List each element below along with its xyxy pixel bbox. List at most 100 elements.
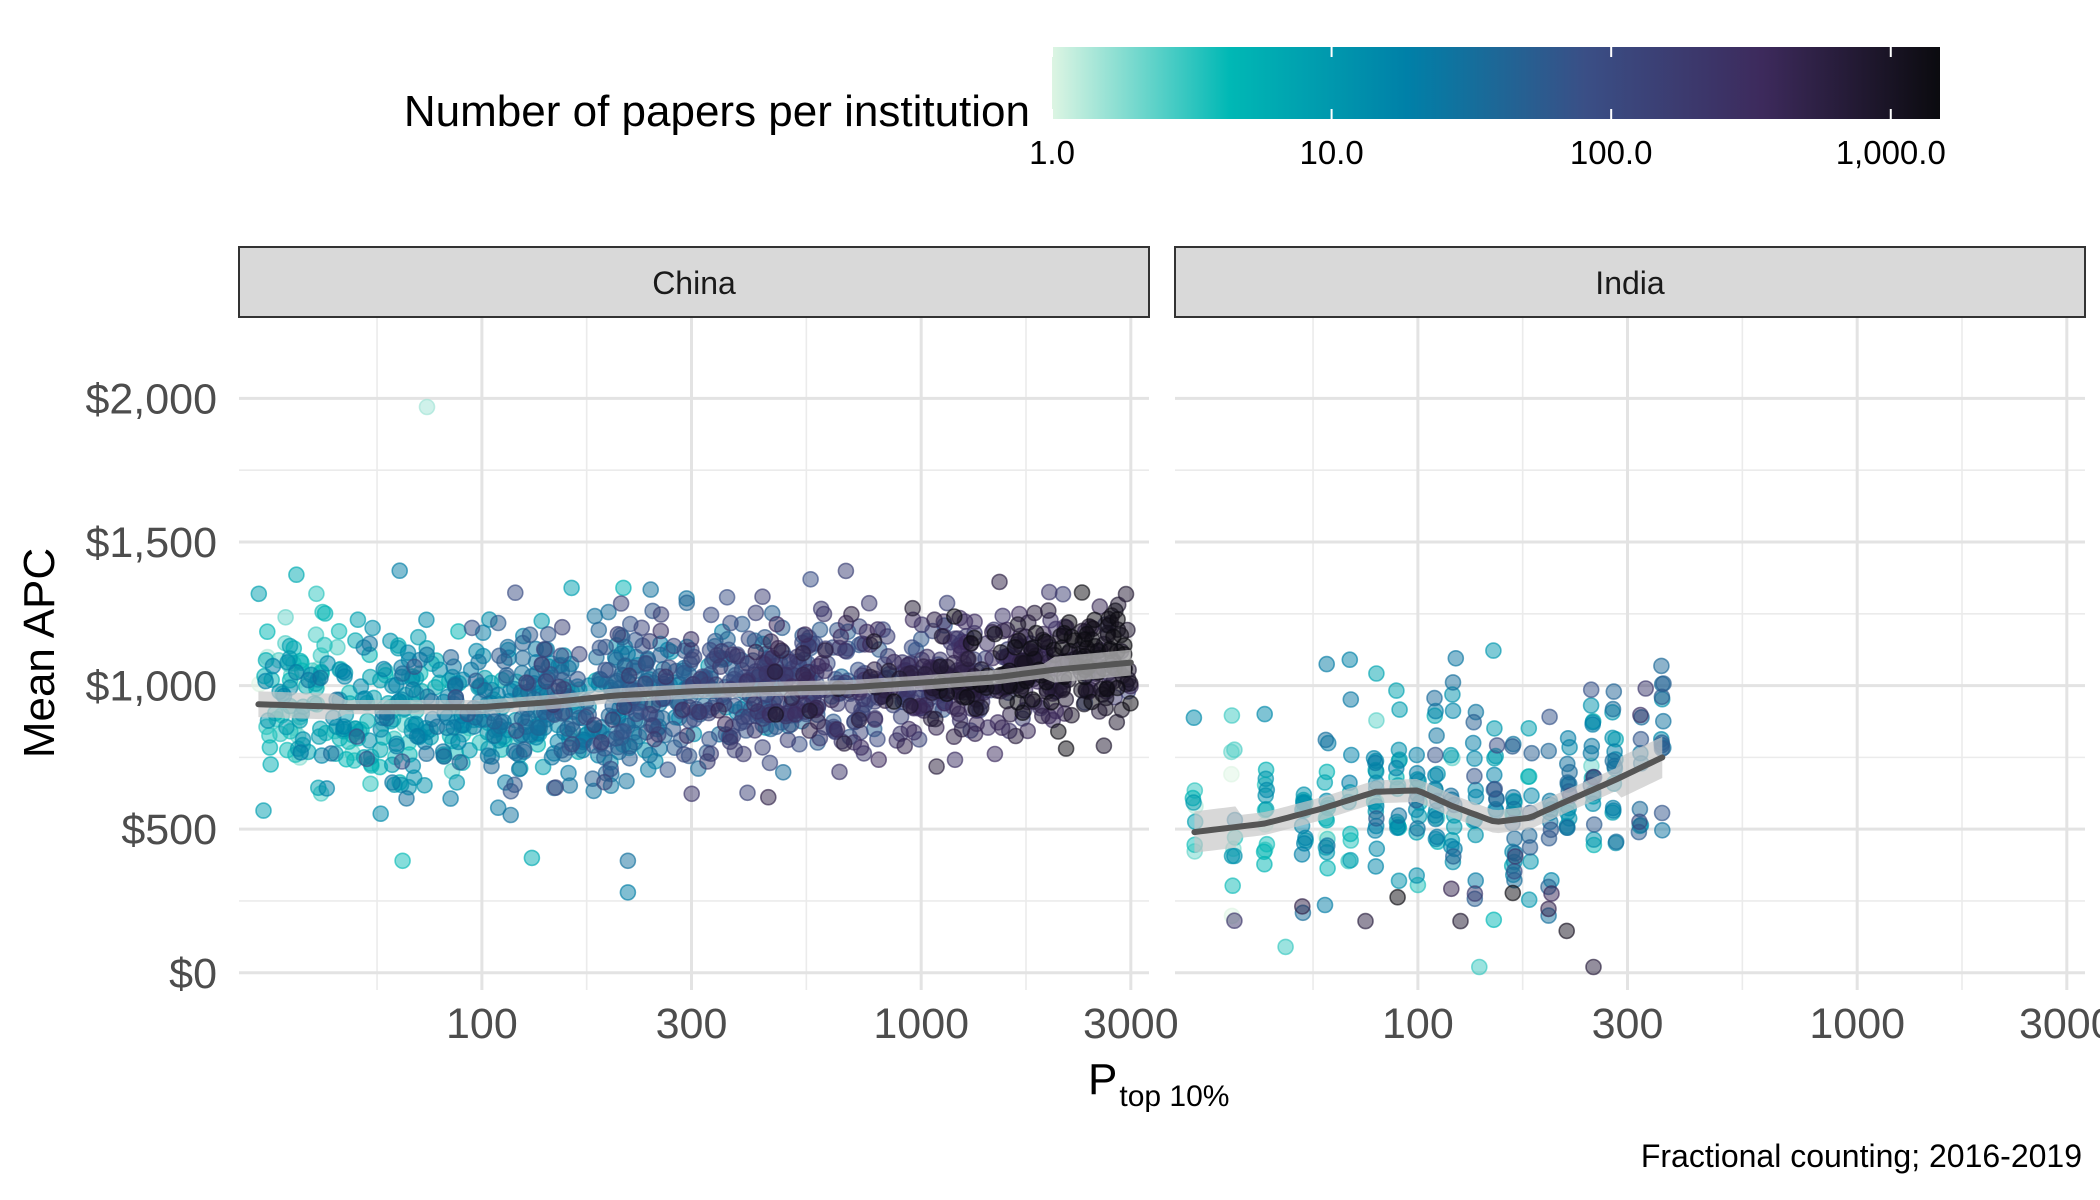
data-point bbox=[322, 745, 340, 762]
data-point bbox=[781, 653, 798, 671]
data-point bbox=[1543, 885, 1560, 902]
data-point bbox=[597, 661, 614, 679]
data-point bbox=[657, 668, 675, 686]
data-point bbox=[675, 746, 693, 763]
data-point bbox=[683, 785, 701, 803]
data-point bbox=[796, 626, 814, 643]
legend-tick-label: 100.0 bbox=[1570, 134, 1653, 171]
data-point bbox=[1006, 638, 1024, 656]
data-point bbox=[507, 722, 525, 740]
panel-india bbox=[1175, 318, 2085, 990]
data-point bbox=[646, 730, 663, 748]
data-point bbox=[490, 647, 508, 665]
data-point bbox=[569, 670, 587, 688]
data-point bbox=[721, 733, 739, 751]
data-point bbox=[809, 713, 827, 730]
data-point bbox=[1226, 847, 1243, 865]
data-point bbox=[1342, 691, 1360, 708]
data-point bbox=[1653, 804, 1671, 822]
y-tick-label: $1,000 bbox=[85, 663, 217, 711]
legend-tick-label: 10.0 bbox=[1299, 134, 1363, 171]
data-point bbox=[570, 645, 588, 663]
y-axis-ticks: $0 $500 $1,000 $1,500 $2,000 bbox=[85, 375, 217, 997]
data-point bbox=[993, 719, 1011, 737]
data-point bbox=[1631, 813, 1648, 831]
data-point bbox=[264, 657, 282, 675]
data-point bbox=[1226, 912, 1243, 930]
data-point bbox=[678, 727, 696, 745]
data-point bbox=[1316, 896, 1334, 914]
data-point bbox=[678, 594, 696, 612]
data-point bbox=[1605, 683, 1623, 700]
data-point bbox=[1057, 740, 1075, 757]
data-point bbox=[288, 566, 305, 584]
data-point bbox=[664, 720, 682, 738]
data-point bbox=[1317, 731, 1335, 749]
data-point bbox=[1185, 794, 1202, 811]
data-point bbox=[928, 758, 945, 775]
data-point bbox=[563, 735, 581, 753]
data-point bbox=[1486, 720, 1503, 737]
data-point bbox=[348, 728, 366, 745]
data-point bbox=[450, 733, 467, 751]
data-point bbox=[1390, 872, 1408, 890]
data-point bbox=[866, 711, 884, 728]
data-point bbox=[361, 635, 379, 653]
data-point bbox=[330, 622, 348, 640]
data-point bbox=[1223, 707, 1241, 724]
data-point bbox=[1428, 828, 1446, 846]
data-point bbox=[1294, 898, 1311, 915]
data-point bbox=[746, 722, 764, 739]
data-point bbox=[1522, 853, 1539, 870]
data-point bbox=[1357, 912, 1374, 930]
data-point bbox=[642, 581, 660, 598]
data-point bbox=[510, 760, 528, 778]
smooth-trend bbox=[255, 649, 1134, 720]
data-point bbox=[896, 737, 914, 755]
data-point bbox=[257, 672, 274, 690]
data-point bbox=[316, 636, 333, 654]
scatter-points bbox=[1184, 642, 1672, 976]
data-point bbox=[946, 751, 964, 769]
data-point bbox=[1504, 738, 1521, 755]
data-point bbox=[1504, 884, 1522, 902]
data-point bbox=[1607, 833, 1625, 851]
data-point bbox=[1045, 641, 1063, 659]
data-point bbox=[837, 562, 855, 580]
data-point bbox=[461, 741, 478, 759]
data-point bbox=[1293, 846, 1311, 863]
data-point bbox=[596, 773, 613, 791]
data-point bbox=[674, 701, 691, 719]
data-point bbox=[609, 625, 627, 643]
data-point bbox=[1255, 843, 1273, 861]
data-point bbox=[739, 784, 756, 802]
facet-strip-china: China bbox=[238, 246, 1150, 318]
data-point bbox=[675, 664, 693, 682]
data-point bbox=[319, 655, 336, 672]
data-point bbox=[445, 719, 462, 736]
data-point bbox=[533, 656, 551, 674]
data-point bbox=[1277, 938, 1294, 956]
legend-title: Number of papers per institution bbox=[404, 87, 1030, 136]
data-point bbox=[1653, 688, 1671, 706]
data-point bbox=[399, 644, 417, 662]
data-point bbox=[308, 585, 325, 603]
data-point bbox=[1041, 583, 1058, 601]
x-axis-title: Ptop 10% bbox=[1088, 1055, 1229, 1113]
data-point bbox=[1540, 900, 1557, 918]
data-point bbox=[1541, 708, 1558, 726]
data-point bbox=[310, 728, 328, 745]
data-point bbox=[261, 739, 279, 756]
data-point bbox=[665, 637, 683, 655]
data-point bbox=[1427, 810, 1444, 828]
data-point bbox=[255, 802, 272, 819]
data-point bbox=[1654, 821, 1671, 839]
data-point bbox=[1637, 680, 1654, 697]
data-point bbox=[375, 660, 393, 678]
y-tick-label: $0 bbox=[169, 950, 217, 998]
data-point bbox=[1105, 628, 1122, 646]
data-point bbox=[773, 642, 790, 659]
data-point bbox=[550, 678, 568, 696]
data-point bbox=[641, 632, 659, 650]
